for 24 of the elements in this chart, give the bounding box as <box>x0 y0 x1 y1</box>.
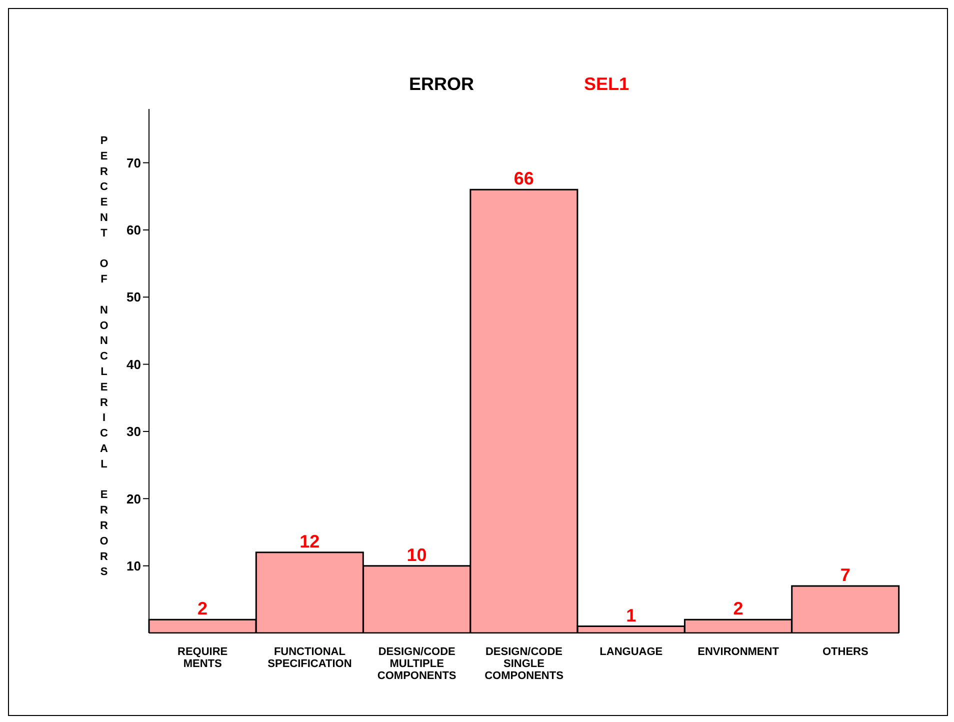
x-tick-label: LANGUAGE <box>600 646 663 658</box>
y-tick-label: 10 <box>126 558 141 574</box>
x-tick-label: ENVIRONMENT <box>698 646 780 658</box>
y-tick-label: 20 <box>126 491 141 506</box>
data-label: 2 <box>733 598 744 619</box>
chart-title: ERROR <box>409 74 474 95</box>
x-tick-label: REQUIRE MENTS <box>178 646 228 670</box>
data-label: 7 <box>840 564 850 585</box>
x-tick-label: DESIGN/CODE MULTIPLE COMPONENTS <box>377 646 456 682</box>
x-tick-label: DESIGN/CODE SINGLE COMPONENTS <box>484 646 564 682</box>
y-tick-label: 40 <box>126 356 141 372</box>
data-label: 66 <box>514 168 534 189</box>
y-tick-label: 70 <box>126 155 141 170</box>
y-tick-label: 60 <box>126 222 141 238</box>
x-tick-label: FUNCTIONAL SPECIFICATION <box>268 646 352 670</box>
y-tick-label: 30 <box>126 424 141 440</box>
data-label: 1 <box>626 605 636 626</box>
x-tick-label: OTHERS <box>822 646 868 658</box>
y-tick-label: 50 <box>126 290 141 305</box>
data-label: 2 <box>197 598 208 619</box>
data-label: 10 <box>406 544 427 565</box>
chart-subtitle: SEL1 <box>584 74 630 95</box>
data-label: 12 <box>300 531 320 552</box>
text: PERCENT OF NONCLERICAL ERRORS <box>100 135 108 578</box>
